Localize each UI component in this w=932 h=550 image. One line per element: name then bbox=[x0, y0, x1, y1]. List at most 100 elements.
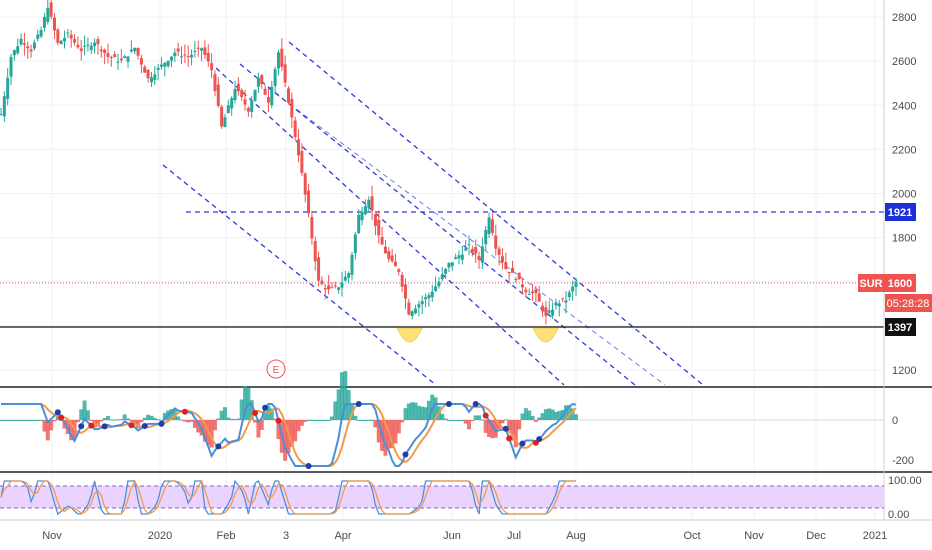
candle-body[interactable] bbox=[99, 49, 103, 52]
candle-body[interactable] bbox=[521, 284, 525, 288]
candle-body[interactable] bbox=[290, 98, 294, 118]
candle-body[interactable] bbox=[474, 247, 478, 254]
candle-body[interactable] bbox=[36, 34, 40, 39]
candle-body[interactable] bbox=[427, 295, 431, 299]
candle-body[interactable] bbox=[133, 47, 137, 52]
candle-body[interactable] bbox=[266, 96, 270, 103]
candle-body[interactable] bbox=[2, 96, 6, 117]
candle-body[interactable] bbox=[42, 16, 46, 28]
candle-body[interactable] bbox=[303, 173, 307, 195]
candle-body[interactable] bbox=[467, 244, 471, 246]
candle-body[interactable] bbox=[256, 77, 260, 87]
candle-body[interactable] bbox=[166, 60, 170, 67]
candle-body[interactable] bbox=[514, 278, 518, 280]
candle-body[interactable] bbox=[393, 261, 397, 267]
candle-body[interactable] bbox=[66, 32, 70, 34]
candle-body[interactable] bbox=[537, 293, 541, 302]
candle-body[interactable] bbox=[106, 53, 110, 57]
candle-body[interactable] bbox=[139, 58, 143, 65]
candle-body[interactable] bbox=[16, 46, 20, 54]
candle-body[interactable] bbox=[363, 206, 367, 215]
candle-body[interactable] bbox=[320, 280, 324, 285]
candle-body[interactable] bbox=[397, 269, 401, 272]
candle-body[interactable] bbox=[293, 120, 297, 138]
candle-body[interactable] bbox=[12, 50, 16, 56]
candle-body[interactable] bbox=[554, 302, 558, 306]
candle-body[interactable] bbox=[86, 44, 90, 46]
candle-body[interactable] bbox=[447, 262, 451, 268]
candle-body[interactable] bbox=[260, 75, 264, 85]
candle-body[interactable] bbox=[510, 268, 514, 273]
candle-body[interactable] bbox=[270, 86, 274, 106]
candle-body[interactable] bbox=[464, 248, 468, 251]
time-axis[interactable]: Nov 2020 Feb 3 Apr Jun Jul Aug Oct Nov Dec 2021 bbox=[42, 530, 887, 542]
candle-body[interactable] bbox=[477, 256, 481, 261]
candle-body[interactable] bbox=[437, 281, 441, 287]
candle-body[interactable] bbox=[420, 301, 424, 305]
candle-body[interactable] bbox=[263, 88, 267, 95]
candle-body[interactable] bbox=[59, 40, 63, 44]
candle-body[interactable] bbox=[327, 285, 331, 290]
candle-body[interactable] bbox=[173, 52, 177, 57]
candle-body[interactable] bbox=[424, 297, 428, 300]
candle-body[interactable] bbox=[400, 274, 404, 287]
candle-body[interactable] bbox=[280, 48, 284, 67]
candle-body[interactable] bbox=[347, 273, 351, 278]
candle-body[interactable] bbox=[380, 236, 384, 245]
stochastic-pane[interactable] bbox=[0, 479, 884, 516]
candle-body[interactable] bbox=[223, 117, 227, 128]
candle-body[interactable] bbox=[500, 256, 504, 263]
candle-body[interactable] bbox=[390, 255, 394, 262]
earnings-marker-circle[interactable] bbox=[266, 359, 286, 379]
candle-body[interactable] bbox=[531, 291, 535, 294]
candle-body[interactable] bbox=[287, 88, 290, 103]
candle-body[interactable] bbox=[557, 303, 561, 307]
candle-body[interactable] bbox=[226, 105, 230, 114]
support-badge[interactable]: 1397 bbox=[885, 318, 916, 336]
channel-line-upper-3[interactable] bbox=[239, 63, 636, 386]
candle-body[interactable] bbox=[200, 48, 204, 51]
candle-body[interactable] bbox=[544, 307, 548, 316]
earnings-marker[interactable]: E bbox=[266, 359, 286, 379]
candle-body[interactable] bbox=[450, 262, 454, 267]
candle-body[interactable] bbox=[273, 69, 277, 87]
candle-body[interactable] bbox=[517, 272, 521, 280]
candle-body[interactable] bbox=[440, 274, 444, 280]
macd-pane[interactable] bbox=[0, 371, 884, 469]
candle-body[interactable] bbox=[313, 241, 317, 262]
candle-body[interactable] bbox=[387, 251, 391, 260]
candle-body[interactable] bbox=[210, 63, 214, 71]
candle-body[interactable] bbox=[9, 57, 13, 77]
candle-body[interactable] bbox=[49, 2, 53, 17]
candle-body[interactable] bbox=[39, 30, 43, 37]
candle-body[interactable] bbox=[32, 42, 36, 49]
candlestick-series[interactable] bbox=[0, 0, 578, 325]
candle-body[interactable] bbox=[233, 88, 237, 101]
candle-body[interactable] bbox=[574, 281, 578, 288]
candle-body[interactable] bbox=[484, 229, 488, 245]
candle-body[interactable] bbox=[230, 98, 234, 109]
candle-body[interactable] bbox=[126, 56, 130, 62]
candle-body[interactable] bbox=[357, 214, 361, 234]
candle-body[interactable] bbox=[434, 286, 438, 291]
candle-body[interactable] bbox=[52, 17, 56, 31]
candle-body[interactable] bbox=[69, 34, 73, 39]
candle-body[interactable] bbox=[417, 304, 421, 308]
candle-body[interactable] bbox=[571, 286, 575, 292]
resistance-badge[interactable]: 1921 bbox=[885, 203, 916, 221]
candle-body[interactable] bbox=[73, 38, 77, 43]
candle-body[interactable] bbox=[26, 46, 30, 49]
candle-body[interactable] bbox=[330, 287, 334, 289]
candle-body[interactable] bbox=[297, 139, 301, 156]
candle-body[interactable] bbox=[149, 77, 153, 83]
candle-body[interactable] bbox=[243, 99, 247, 105]
candle-body[interactable] bbox=[146, 69, 150, 79]
candle-body[interactable] bbox=[103, 49, 107, 54]
candle-body[interactable] bbox=[76, 44, 80, 48]
candle-body[interactable] bbox=[333, 285, 337, 287]
candle-body[interactable] bbox=[22, 43, 26, 45]
candle-body[interactable] bbox=[196, 47, 200, 49]
candle-body[interactable] bbox=[323, 288, 327, 290]
candle-body[interactable] bbox=[407, 302, 411, 315]
